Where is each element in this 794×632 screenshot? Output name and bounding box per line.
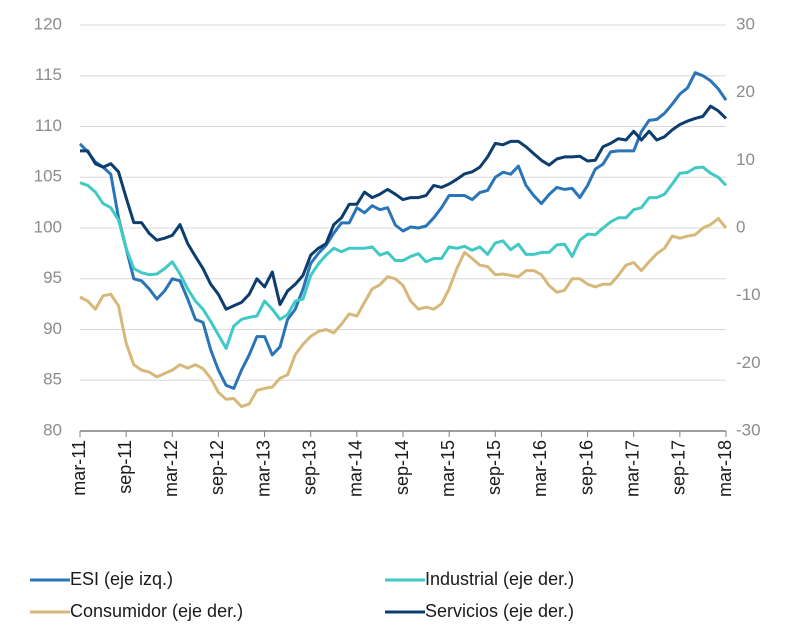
series-line <box>79 165 728 350</box>
x-tick-label: mar-18 <box>715 440 735 497</box>
y2-tick-label: 0 <box>736 217 745 236</box>
y-tick-label: 90 <box>43 319 62 338</box>
y-tick-label: 115 <box>35 65 62 84</box>
x-tick-label: mar-11 <box>69 440 89 496</box>
y-tick-label: 105 <box>34 167 62 186</box>
y-tick-label: 100 <box>34 217 62 236</box>
x-tick-label: sep-13 <box>299 440 319 495</box>
x-tick-label: mar-14 <box>346 440 366 497</box>
y2-tick-label: -10 <box>736 285 761 304</box>
x-tick-label: sep-16 <box>576 440 596 495</box>
legend-label: Consumidor (eje der.) <box>70 601 243 621</box>
y-tick-label: 95 <box>43 268 62 287</box>
y2-tick-label: 10 <box>736 150 755 169</box>
y2-tick-label: 20 <box>736 82 755 101</box>
series-line <box>78 71 728 390</box>
y-tick-label: 80 <box>43 420 62 439</box>
x-tick-label: mar-16 <box>530 440 550 497</box>
y2-tick-label: 30 <box>736 14 755 33</box>
x-tick-label: mar-15 <box>438 440 458 497</box>
x-tick-label: sep-12 <box>207 440 227 495</box>
series-line <box>79 217 728 409</box>
y-tick-label: 110 <box>35 116 62 135</box>
x-tick-label: mar-12 <box>161 440 181 497</box>
series-line <box>80 104 728 311</box>
legend-label: Servicios (eje der.) <box>425 601 574 621</box>
x-tick-label: mar-17 <box>622 440 642 497</box>
y-tick-label: 85 <box>43 370 62 389</box>
y2-tick-label: -20 <box>736 353 761 372</box>
x-tick-label: sep-17 <box>669 440 689 495</box>
y-tick-label: 120 <box>34 14 62 33</box>
x-tick-label: sep-11 <box>115 440 135 494</box>
legend-label: Industrial (eje der.) <box>425 569 574 589</box>
legend-label: ESI (eje izq.) <box>70 569 173 589</box>
x-tick-label: sep-15 <box>484 440 504 495</box>
x-tick-label: sep-14 <box>392 440 412 495</box>
x-tick-label: mar-13 <box>253 440 273 497</box>
y2-tick-label: -30 <box>736 420 761 439</box>
